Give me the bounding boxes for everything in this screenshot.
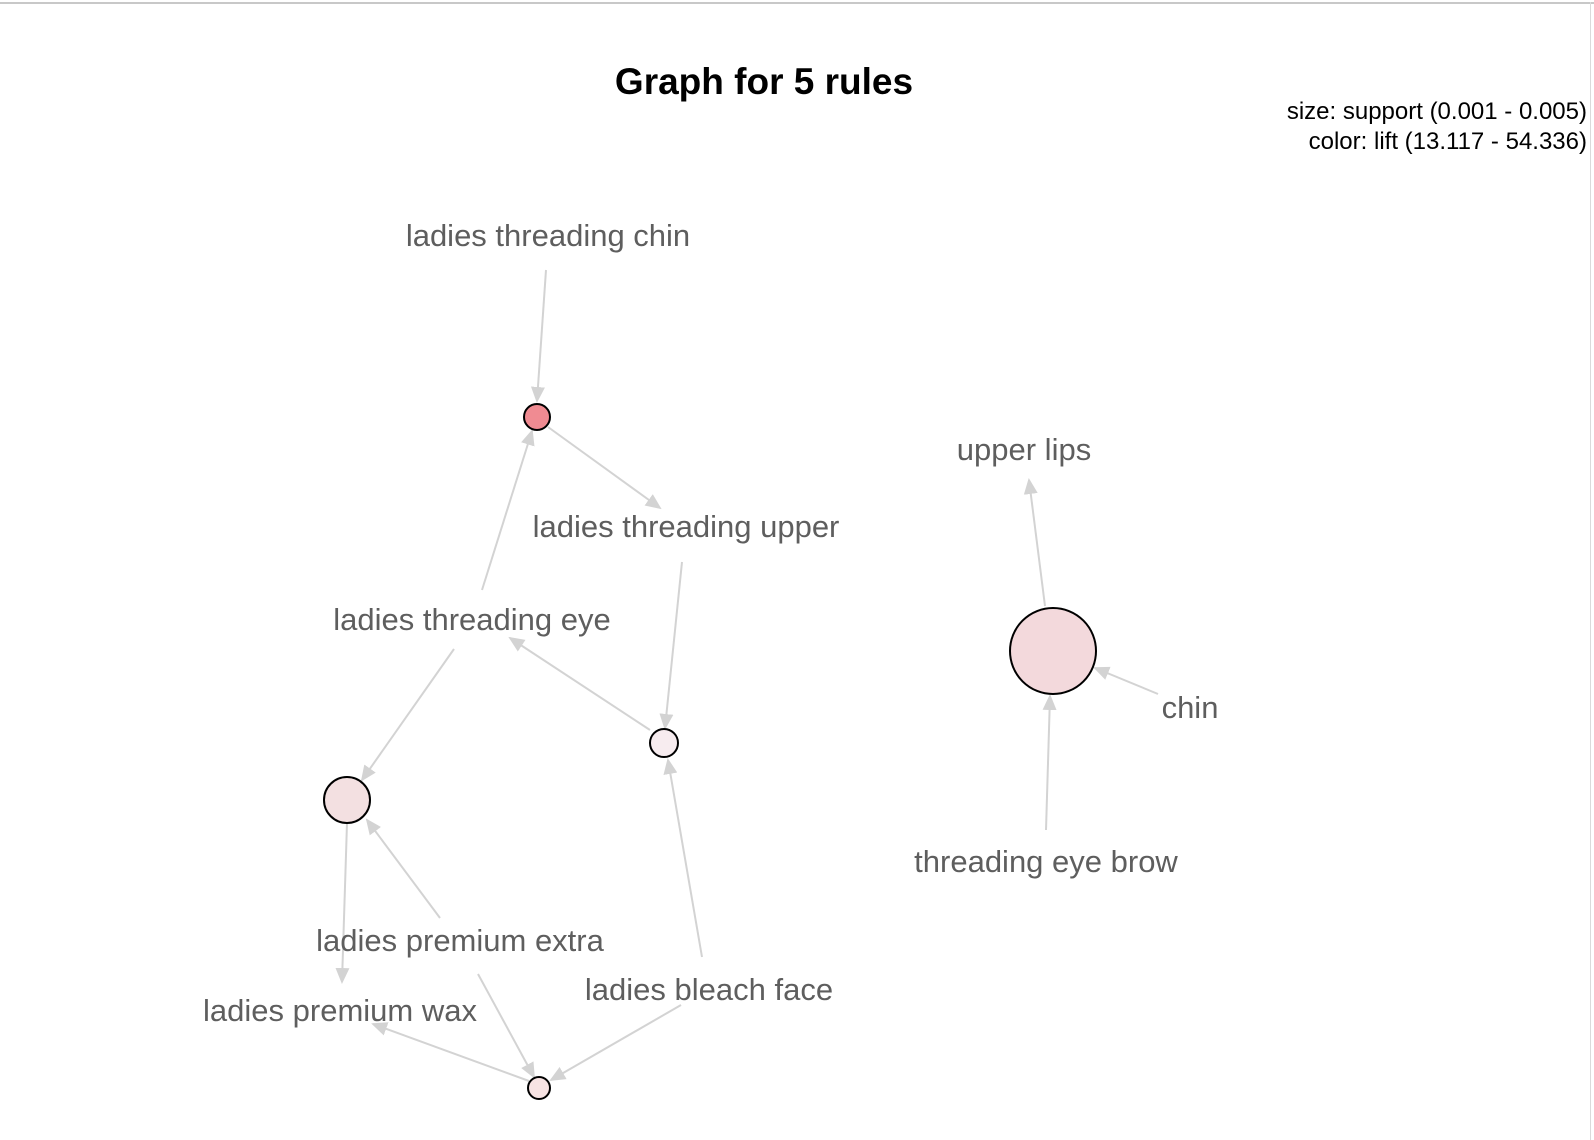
top-border xyxy=(0,2,1594,4)
rule-node-2[interactable] xyxy=(649,728,679,758)
rule-node-3[interactable] xyxy=(323,776,371,824)
rule-node-1[interactable] xyxy=(523,403,551,431)
edge-bleach-to-rule4 xyxy=(549,1004,682,1081)
rule-node-5[interactable] xyxy=(1009,607,1097,695)
edge-rule5-to-upperlips xyxy=(1023,478,1046,607)
item-label-ladies-threading-eye: ladies threading eye xyxy=(333,602,610,637)
item-label-ladies-premium-wax: ladies premium wax xyxy=(203,993,477,1028)
item-label-ladies-bleach-face: ladies bleach face xyxy=(585,972,833,1007)
edge-rule1-to-upper xyxy=(547,426,662,510)
edge-bleach-to-rule2 xyxy=(663,758,703,958)
graph-title: Graph for 5 rules xyxy=(615,61,913,102)
legend-size: size: support (0.001 - 0.005) xyxy=(1287,98,1587,125)
edge-extra-to-rule4 xyxy=(477,973,535,1079)
edge-chin-to-rule5 xyxy=(1093,666,1159,695)
edge-eye-to-rule3 xyxy=(360,648,455,782)
edge-browthread-to-rule5 xyxy=(1042,694,1057,831)
item-label-ladies-threading-chin: ladies threading chin xyxy=(406,218,690,253)
rule-node-4[interactable] xyxy=(527,1076,551,1100)
item-label-upper-lips: upper lips xyxy=(957,432,1091,467)
edge-eye-to-rule1 xyxy=(481,429,535,591)
item-label-chin: chin xyxy=(1162,690,1219,725)
item-label-threading-eye-brow: threading eye brow xyxy=(914,844,1178,879)
right-border xyxy=(1590,2,1591,1140)
item-label-layer: ladies threading chin ladies threading u… xyxy=(203,218,1218,1028)
legend-color: color: lift (13.117 - 54.336) xyxy=(1309,128,1587,155)
edge-upper-to-rule2 xyxy=(659,561,683,730)
edge-extra-to-rule3 xyxy=(365,818,441,919)
edge-rule4-to-wax xyxy=(371,1022,530,1082)
edge-layer xyxy=(335,269,1159,1082)
edge-rule3-to-wax xyxy=(335,822,350,984)
edge-chin-to-rule1 xyxy=(530,269,547,403)
item-label-ladies-threading-upper: ladies threading upper xyxy=(533,509,840,544)
edge-rule2-to-eye xyxy=(508,636,651,731)
rule-node-layer xyxy=(323,403,1097,1100)
item-label-ladies-premium-extra: ladies premium extra xyxy=(316,923,604,958)
